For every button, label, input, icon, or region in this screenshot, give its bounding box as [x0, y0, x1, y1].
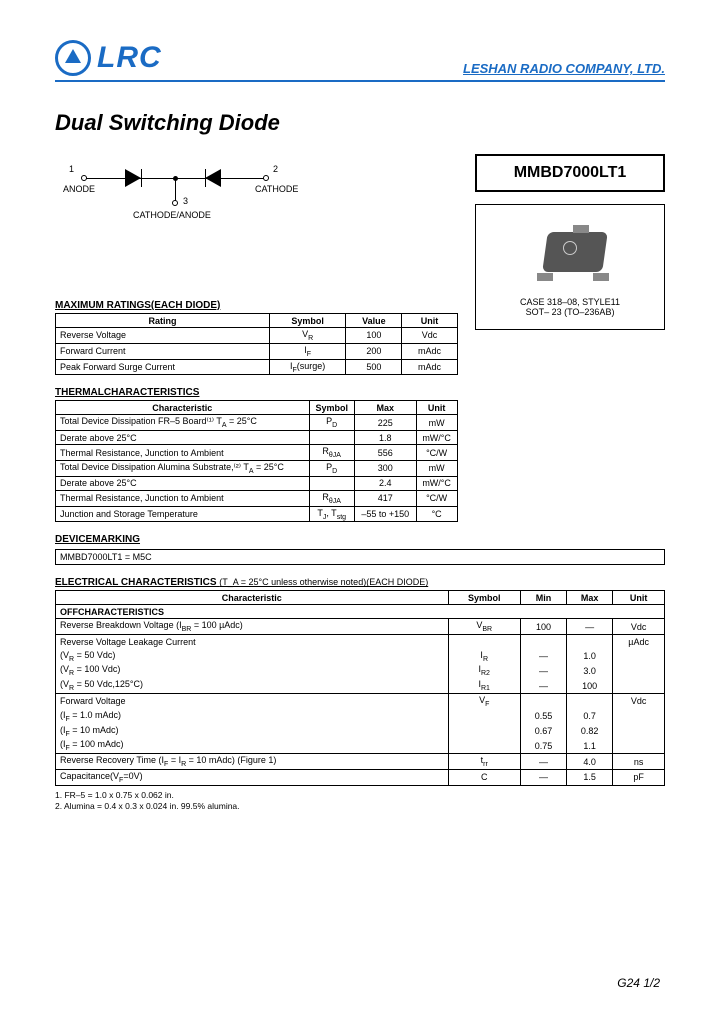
electrical-cond: (T_A = 25°C unless otherwise noted)(EACH…: [219, 577, 428, 587]
pin3-label: CATHODE/ANODE: [133, 210, 211, 220]
electrical-heading: ELECTRICAL CHARACTERISTICS (T_A = 25°C u…: [55, 577, 665, 588]
company-name: LESHAN RADIO COMPANY, LTD.: [463, 61, 665, 76]
marking-heading: DEVICEMARKING: [55, 534, 665, 545]
footnotes: 1. FR–5 = 1.0 x 0.75 x 0.062 in. 2. Alum…: [55, 790, 665, 812]
pin1-num: 1: [69, 164, 74, 174]
pin2-num: 2: [273, 164, 278, 174]
package-line2: SOT– 23 (TO–236AB): [484, 307, 656, 317]
datasheet-page: LRC LESHAN RADIO COMPANY, LTD. Dual Swit…: [0, 0, 720, 1012]
pin2-label: CATHODE: [255, 184, 298, 194]
electrical-heading-text: ELECTRICAL CHARACTERISTICS: [55, 577, 216, 588]
pin1-label: ANODE: [63, 184, 95, 194]
part-number-box: MMBD7000LT1: [475, 154, 665, 192]
package-box: CASE 318–08, STYLE11 SOT– 23 (TO–236AB): [475, 204, 665, 330]
max-ratings-table: RatingSymbolValueUnit Reverse VoltageVR1…: [55, 313, 458, 375]
logo-icon: [55, 40, 91, 76]
page-number: G24 1/2: [617, 976, 660, 990]
footnote-1: 1. FR–5 = 1.0 x 0.75 x 0.062 in.: [55, 790, 665, 801]
page-title: Dual Switching Diode: [55, 110, 665, 136]
thermal-table: CharacteristicSymbolMaxUnit Total Device…: [55, 400, 458, 522]
footnote-2: 2. Alumina = 0.4 x 0.3 x 0.024 in. 99.5%…: [55, 801, 665, 812]
thermal-heading: THERMALCHARACTERISTICS: [55, 387, 665, 398]
electrical-table: CharacteristicSymbolMinMaxUnit OFFCHARAC…: [55, 590, 665, 785]
package-icon: [515, 217, 625, 287]
page-header: LRC LESHAN RADIO COMPANY, LTD.: [55, 40, 665, 82]
logo-area: LRC: [55, 40, 162, 76]
marking-text: MMBD7000LT1 = M5C: [55, 549, 665, 565]
pin3-num: 3: [183, 196, 188, 206]
right-column: MMBD7000LT1 CASE 318–08, STYLE11 SOT– 23…: [475, 154, 665, 330]
package-line1: CASE 318–08, STYLE11: [484, 297, 656, 307]
schematic-diagram: 1 ANODE 2 CATHODE 3 CATHODE/ANODE: [55, 154, 315, 244]
logo-text: LRC: [97, 41, 162, 75]
